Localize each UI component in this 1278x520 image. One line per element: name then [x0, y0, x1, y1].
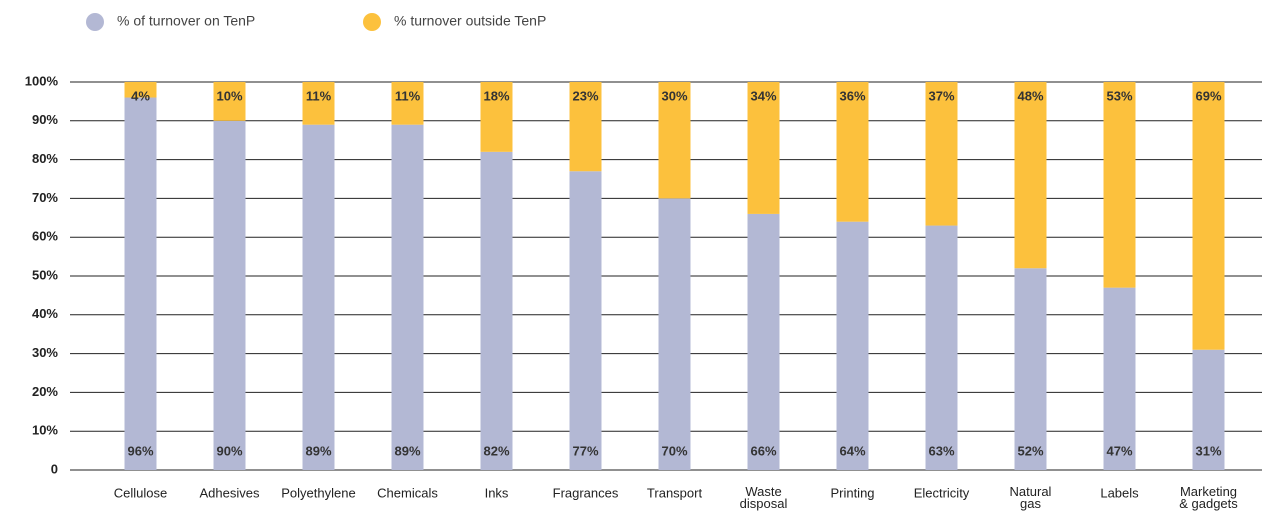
value-label: 23%	[572, 88, 598, 103]
value-label: 48%	[1017, 88, 1043, 103]
value-label: 11%	[395, 88, 421, 103]
bar-segment	[480, 151, 513, 470]
value-label: 69%	[1195, 88, 1221, 103]
bar-segment	[480, 82, 513, 152]
value-label: 10%	[216, 88, 242, 103]
value-label: 30%	[661, 88, 687, 103]
bar-segment	[124, 97, 157, 471]
legend-swatch	[363, 13, 381, 31]
y-tick-label: 90%	[32, 112, 58, 127]
bar-segment	[836, 221, 869, 470]
bar-segment	[1103, 287, 1136, 470]
y-tick-label: 0	[51, 461, 58, 476]
y-tick-label: 100%	[25, 73, 59, 88]
bar-segment	[925, 225, 958, 470]
bar-segment	[925, 82, 958, 226]
value-label: 18%	[483, 88, 509, 103]
x-tick-label: Polyethylene	[281, 485, 355, 500]
value-label: 4%	[131, 88, 150, 103]
x-tick-label: Chemicals	[377, 485, 438, 500]
bar-segment	[747, 213, 780, 471]
bar-segment	[302, 82, 335, 125]
value-label: 77%	[572, 443, 598, 458]
legend-label: % turnover outside TenP	[394, 13, 546, 29]
x-tick-label: Fragrances	[553, 485, 619, 500]
value-label: 53%	[1106, 88, 1132, 103]
legend-swatch	[86, 13, 104, 31]
x-tick-label: Transport	[647, 485, 703, 500]
value-label: 31%	[1195, 443, 1221, 458]
bar-segment	[569, 82, 602, 172]
x-tick-label: Printing	[830, 485, 874, 500]
y-tick-label: 40%	[32, 306, 58, 321]
bar-segment	[658, 82, 691, 199]
bar-segment	[1192, 82, 1225, 350]
x-tick-label: Electricity	[914, 485, 970, 500]
value-label: 70%	[661, 443, 687, 458]
bar-segment	[1103, 82, 1136, 288]
x-tick-label: Cellulose	[114, 485, 167, 500]
y-tick-label: 50%	[32, 267, 58, 282]
bar-segment	[124, 82, 157, 98]
bar-segment	[1014, 82, 1047, 269]
bar-segment	[1192, 349, 1225, 470]
value-label: 90%	[216, 443, 242, 458]
value-label: 47%	[1106, 443, 1132, 458]
y-tick-label: 80%	[32, 151, 58, 166]
x-tick-label: Waste disposal	[740, 484, 788, 511]
bar-segment	[836, 82, 869, 222]
bar-segment	[302, 124, 335, 471]
legend-label: % of turnover on TenP	[117, 13, 255, 29]
y-tick-label: 60%	[32, 229, 58, 244]
value-label: 64%	[839, 443, 865, 458]
bar-segment	[213, 82, 246, 121]
x-tick-label: Labels	[1100, 485, 1139, 500]
value-label: 37%	[928, 88, 954, 103]
value-label: 11%	[306, 88, 332, 103]
value-label: 66%	[750, 443, 776, 458]
bar-segment	[658, 198, 691, 470]
value-label: 89%	[305, 443, 331, 458]
bar-segment	[391, 82, 424, 125]
x-tick-label: Inks	[485, 485, 509, 500]
bar-segment	[747, 82, 780, 214]
value-label: 63%	[928, 443, 954, 458]
x-tick-label: Marketing & gadgets	[1179, 484, 1238, 511]
bar-segment	[391, 124, 424, 471]
y-tick-label: 20%	[32, 384, 58, 399]
y-tick-label: 10%	[32, 423, 58, 438]
value-label: 52%	[1017, 443, 1043, 458]
bar-segment	[1014, 268, 1047, 470]
value-label: 89%	[394, 443, 420, 458]
bar-segment	[213, 120, 246, 471]
value-label: 96%	[127, 443, 153, 458]
value-label: 34%	[750, 88, 776, 103]
bar-segment	[569, 171, 602, 471]
x-tick-label: Adhesives	[200, 485, 260, 500]
value-label: 36%	[839, 88, 865, 103]
y-tick-label: 30%	[32, 345, 58, 360]
x-tick-label: Natural gas	[1010, 484, 1052, 511]
value-label: 82%	[483, 443, 509, 458]
y-tick-label: 70%	[32, 190, 58, 205]
